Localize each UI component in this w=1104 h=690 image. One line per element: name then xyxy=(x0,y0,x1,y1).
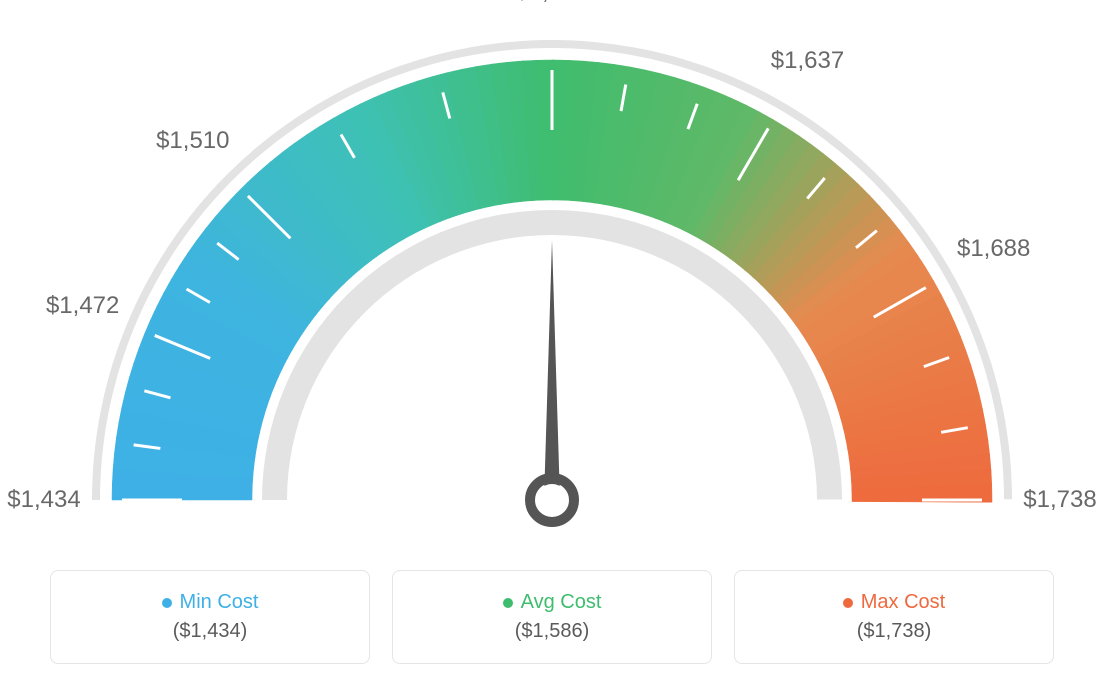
min-cost-title: Min Cost xyxy=(162,591,259,614)
max-cost-title-text: Max Cost xyxy=(861,591,945,614)
min-cost-card: Min Cost ($1,434) xyxy=(50,570,370,664)
avg-cost-value: ($1,586) xyxy=(515,620,590,643)
dot-icon xyxy=(503,598,513,608)
gauge-tick-label: $1,738 xyxy=(1023,486,1096,514)
cost-gauge-chart xyxy=(0,0,1104,560)
gauge-tick-label: $1,434 xyxy=(7,486,80,514)
avg-cost-card: Avg Cost ($1,586) xyxy=(392,570,712,664)
avg-cost-title-text: Avg Cost xyxy=(521,591,602,614)
gauge-tick-label: $1,688 xyxy=(957,235,1030,263)
max-cost-card: Max Cost ($1,738) xyxy=(734,570,1054,664)
max-cost-value: ($1,738) xyxy=(857,620,932,643)
gauge-tick-label: $1,586 xyxy=(515,0,588,6)
avg-cost-title: Avg Cost xyxy=(503,591,602,614)
min-cost-value: ($1,434) xyxy=(173,620,248,643)
min-cost-title-text: Min Cost xyxy=(180,591,259,614)
dot-icon xyxy=(162,598,172,608)
gauge-tick-label: $1,637 xyxy=(771,47,844,75)
summary-cards-row: Min Cost ($1,434) Avg Cost ($1,586) Max … xyxy=(0,570,1104,664)
max-cost-title: Max Cost xyxy=(843,591,945,614)
dot-icon xyxy=(843,598,853,608)
gauge-container: $1,434 $1,472 $1,510 $1,586 $1,637 $1,688 $1,7… xyxy=(0,0,1104,560)
gauge-tick-label: $1,510 xyxy=(156,127,229,155)
gauge-tick-label: $1,472 xyxy=(46,292,119,320)
